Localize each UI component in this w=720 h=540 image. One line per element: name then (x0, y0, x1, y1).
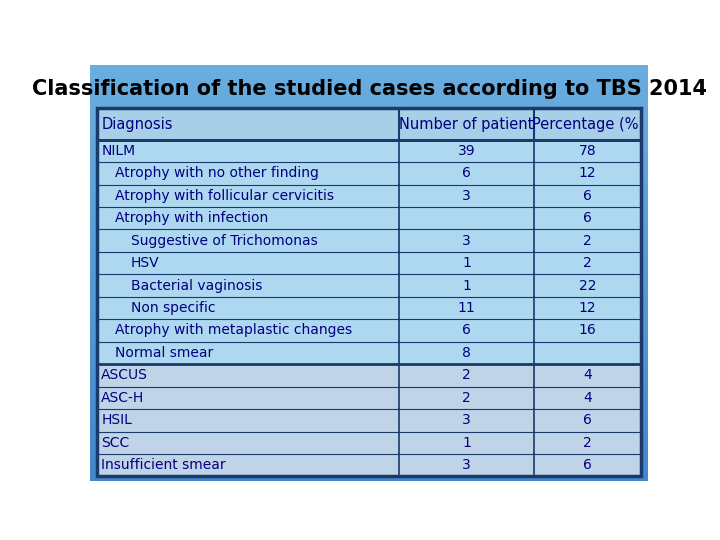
Text: 3: 3 (462, 234, 471, 248)
Text: 2: 2 (583, 436, 592, 450)
Bar (96, 431, 642, 454)
Bar (96, 387, 642, 409)
Text: 78: 78 (579, 144, 596, 158)
Text: 6: 6 (583, 189, 592, 203)
Text: Insufficient smear: Insufficient smear (101, 458, 226, 472)
Text: Normal smear: Normal smear (114, 346, 213, 360)
Text: Atrophy with infection: Atrophy with infection (114, 211, 268, 225)
Text: ASC-H: ASC-H (101, 391, 145, 405)
Text: 1: 1 (462, 279, 471, 293)
Text: Number of patient: Number of patient (400, 117, 534, 132)
Text: 2: 2 (462, 368, 471, 382)
Bar (96, 364, 642, 387)
Text: Bacterial vaginosis: Bacterial vaginosis (131, 279, 263, 293)
Text: Diagnosis: Diagnosis (101, 117, 173, 132)
Text: 11: 11 (458, 301, 475, 315)
Text: 1: 1 (462, 256, 471, 270)
Text: Atrophy with metaplastic changes: Atrophy with metaplastic changes (114, 323, 352, 338)
Text: 6: 6 (583, 211, 592, 225)
Text: 3: 3 (462, 189, 471, 203)
Bar (96, 454, 642, 476)
Bar (96, 185, 642, 207)
Bar (96, 207, 642, 229)
Text: 2: 2 (583, 234, 592, 248)
Bar (96, 109, 642, 476)
Bar (96, 230, 642, 252)
Text: 39: 39 (458, 144, 475, 158)
Bar (96, 162, 642, 185)
Text: Suggestive of Trichomonas: Suggestive of Trichomonas (131, 234, 318, 248)
Text: 6: 6 (583, 413, 592, 427)
Text: 6: 6 (462, 166, 471, 180)
Text: SCC: SCC (101, 436, 130, 450)
Bar (96, 297, 642, 319)
Text: Non specific: Non specific (131, 301, 215, 315)
Bar (96, 319, 642, 342)
Text: 12: 12 (579, 301, 596, 315)
Text: HSV: HSV (131, 256, 160, 270)
Text: NILM: NILM (101, 144, 135, 158)
Bar (96, 274, 642, 297)
Text: 16: 16 (579, 323, 597, 338)
Bar (96, 109, 642, 140)
Text: 12: 12 (579, 166, 596, 180)
Bar (96, 409, 642, 431)
Text: 3: 3 (462, 458, 471, 472)
Text: Classification of the studied cases according to TBS 2014: Classification of the studied cases acco… (32, 79, 706, 99)
Text: Percentage (%): Percentage (%) (531, 117, 644, 132)
Text: 3: 3 (462, 413, 471, 427)
Text: HSIL: HSIL (101, 413, 132, 427)
Bar (96, 252, 642, 274)
Text: 4: 4 (583, 368, 592, 382)
Bar (96, 140, 642, 162)
Text: 6: 6 (462, 323, 471, 338)
Text: 2: 2 (583, 256, 592, 270)
Text: Atrophy with no other finding: Atrophy with no other finding (114, 166, 319, 180)
Text: 8: 8 (462, 346, 471, 360)
Text: Atrophy with follicular cervicitis: Atrophy with follicular cervicitis (114, 189, 334, 203)
Text: 2: 2 (462, 391, 471, 405)
Text: 4: 4 (583, 391, 592, 405)
Text: 1: 1 (462, 436, 471, 450)
Text: 6: 6 (583, 458, 592, 472)
Text: ASCUS: ASCUS (101, 368, 148, 382)
Text: 22: 22 (579, 279, 596, 293)
Bar (96, 342, 642, 364)
